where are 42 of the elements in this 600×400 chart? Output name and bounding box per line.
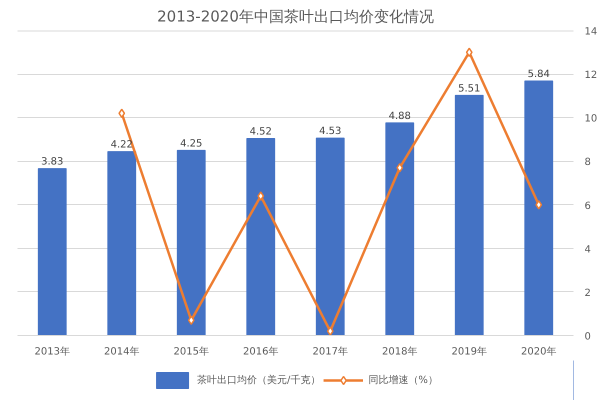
- x-tick-label: 2019年: [452, 346, 487, 358]
- data-label: 5.51: [458, 83, 480, 94]
- data-label: 4.53: [319, 126, 342, 138]
- x-tick-label: 2018年: [382, 346, 418, 358]
- bar: [385, 122, 414, 336]
- chart-title: 2013-2020年中国茶叶出口均价变化情况: [157, 8, 434, 26]
- data-label: 4.88: [388, 110, 411, 122]
- y2-tick-label: 6: [584, 200, 591, 212]
- data-label: 4.52: [250, 126, 272, 138]
- point: [326, 326, 334, 336]
- point: [188, 316, 195, 325]
- y2-tick-label: 4: [584, 244, 591, 256]
- y2-tick-label: 8: [584, 157, 591, 168]
- point: [118, 108, 126, 118]
- data-label: 4.22: [110, 140, 133, 151]
- x-tick-label: 2015年: [174, 346, 209, 358]
- bar: [246, 138, 276, 336]
- legend-label: 茶叶出口均价（美元/千克）: [197, 374, 320, 387]
- bar: [107, 151, 136, 336]
- bar: [524, 80, 554, 336]
- x-tick-label: 2017年: [312, 346, 348, 358]
- x-tick-label: 2013年: [34, 346, 70, 358]
- y2-tick-label: 0: [584, 332, 591, 342]
- bar: [316, 138, 345, 336]
- x-tick-label: 2016年: [243, 346, 278, 358]
- x-tick-label: 2020年: [521, 346, 556, 358]
- y2-tick-label: 10: [584, 114, 598, 125]
- data-label: 4.25: [180, 138, 202, 150]
- y2-tick-label: 14: [584, 26, 598, 38]
- data-label: 5.84: [528, 69, 550, 80]
- point: [466, 48, 473, 58]
- bar: [176, 150, 206, 336]
- bar: [38, 168, 67, 336]
- y2-tick-label: 2: [584, 288, 591, 299]
- point: [535, 200, 542, 210]
- bar: [454, 94, 484, 336]
- point: [257, 191, 264, 201]
- x-tick-label: 2014年: [104, 346, 140, 358]
- point: [396, 163, 404, 172]
- data-label: 3.83: [41, 156, 64, 168]
- legend-label: 同比增速（%）: [368, 374, 438, 387]
- y2-tick-label: 12: [584, 70, 598, 82]
